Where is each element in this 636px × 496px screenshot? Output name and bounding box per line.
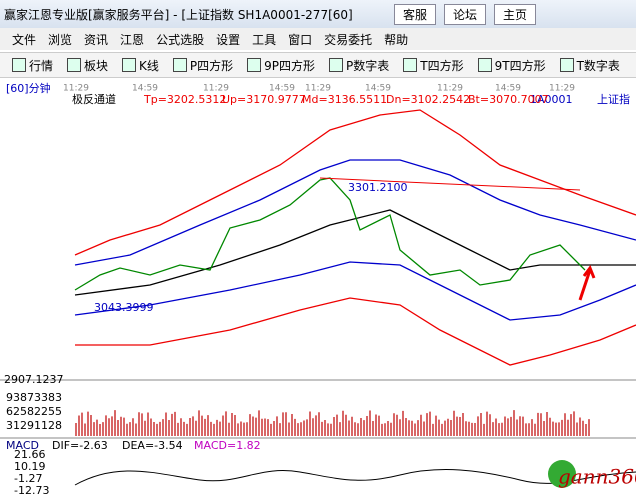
tool-button[interactable]: K线 — [122, 57, 159, 74]
window-button[interactable]: 主页 — [493, 3, 536, 25]
tool-button[interactable]: 行情 — [12, 57, 53, 74]
volume-bars — [75, 410, 590, 436]
volume-label: 93873383 — [6, 391, 62, 404]
menu-item[interactable]: 浏览 — [48, 32, 73, 47]
menu-bar: 文件 浏览 资讯 江恩 公式选股 设置 工具 窗口 交易委托 帮助 — [0, 28, 636, 50]
tool-icon — [403, 57, 418, 72]
menu-item[interactable]: 交易委托 — [324, 32, 373, 47]
tool-label: P四方形 — [189, 58, 234, 73]
time-label: 14:59 — [365, 84, 391, 94]
band-up — [74, 159, 636, 266]
macd-label: -12.73 — [14, 484, 49, 496]
tool-button[interactable]: 板块 — [67, 57, 108, 74]
tool-icon — [247, 57, 262, 72]
high-label: 3301.2100 — [348, 181, 408, 194]
band-dn — [74, 261, 636, 321]
logo: gann360 — [548, 460, 636, 489]
macd-line — [74, 469, 636, 486]
tool-icon — [67, 57, 82, 72]
high-line — [319, 177, 581, 191]
arrow — [578, 264, 596, 301]
time-label: 11:29 — [549, 84, 575, 94]
tool-icon — [12, 57, 26, 72]
param: Bt=3070.7007 — [468, 93, 549, 106]
tool-label: 板块 — [84, 58, 109, 73]
name: 上证指 — [597, 92, 630, 106]
param: Tp=3202.5312 — [143, 93, 226, 106]
time-label: 11:29 — [437, 84, 463, 94]
low-label: 3043.3999 — [94, 301, 154, 314]
tool-label: 9P四方形 — [264, 58, 316, 73]
tool-button[interactable]: P数字表 — [329, 57, 389, 74]
tool-icon — [559, 57, 574, 72]
code: 1A0001 — [530, 93, 573, 106]
time-label: 11:29 — [203, 84, 229, 94]
macd-value: MACD=1.82 — [194, 439, 261, 452]
menu-item[interactable]: 工具 — [252, 32, 277, 47]
tool-button[interactable]: T数字表 — [559, 57, 620, 74]
indicator: 极反通道 — [72, 92, 116, 106]
logo-text: gann360 — [558, 465, 636, 489]
menu-item[interactable]: 江恩 — [120, 32, 145, 47]
window-title: 赢家江恩专业版[赢家服务平台] - [上证指数 SH1A0001-277[60] — [4, 7, 353, 22]
macd-name: MACD — [6, 439, 39, 452]
tool-label: T数字表 — [576, 58, 620, 73]
macd-label: -1.27 — [14, 472, 42, 485]
menu-item[interactable]: 公式选股 — [156, 32, 205, 47]
tool-icon — [329, 57, 344, 72]
time-label: 11:29 — [305, 84, 331, 94]
bands — [74, 109, 636, 366]
tool-label: T四方形 — [420, 58, 464, 73]
tool-icon — [122, 57, 137, 72]
tool-label: 9T四方形 — [494, 58, 546, 73]
macd-label: 10.19 — [14, 460, 46, 473]
period: [60]分钟 — [6, 81, 51, 95]
window-button[interactable]: 论坛 — [443, 3, 486, 25]
macd-dif: DIF=-2.63 — [52, 439, 108, 452]
band-mid — [74, 209, 636, 296]
time-label: 14:59 — [132, 84, 158, 94]
time-label: 14:59 — [269, 84, 295, 94]
menu-item[interactable]: 帮助 — [384, 32, 409, 47]
tool-button[interactable]: 9T四方形 — [477, 57, 546, 74]
tool-icon — [477, 57, 492, 72]
time-label: 14:59 — [495, 84, 521, 94]
time-label: 11:29 — [63, 84, 89, 94]
menu-item[interactable]: 窗口 — [288, 32, 313, 47]
tool-button[interactable]: T四方形 — [403, 57, 464, 74]
band-top — [74, 109, 636, 256]
price — [74, 177, 586, 291]
param: Dn=3102.2542 — [386, 93, 470, 106]
tool-button[interactable]: P四方形 — [172, 57, 234, 74]
macd-label: 21.66 — [14, 448, 46, 461]
tool-button[interactable]: 9P四方形 — [247, 57, 315, 74]
volume-label: 31291128 — [6, 419, 62, 432]
chart: [60]分钟 极反通道 1A0001 上证指 3301.2100 3043.39… — [0, 80, 636, 496]
volume-texture — [75, 410, 590, 436]
param: Up=3170.9777 — [222, 93, 306, 106]
tool-label: 行情 — [29, 58, 54, 73]
volume-label: 62582255 — [6, 405, 62, 418]
title-bar: 赢家江恩专业版[赢家服务平台] - [上证指数 SH1A0001-277[60]… — [0, 0, 636, 28]
param: Md=3136.5511 — [302, 93, 387, 106]
menu-item[interactable]: 资讯 — [84, 32, 109, 47]
window-button[interactable]: 客服 — [393, 3, 436, 25]
menu-item[interactable]: 文件 — [12, 32, 37, 47]
band-bottom — [75, 297, 636, 366]
tool-label: K线 — [139, 58, 159, 73]
logo-globe — [548, 460, 576, 488]
toolbar: 行情 板块 K线 P四方形 9P四方形 P数字表 T四方形 9T四方形 T数字表 — [0, 52, 636, 78]
axis-label: 2907.1237 — [4, 373, 64, 386]
macd-dea: DEA=-3.54 — [122, 439, 183, 452]
tool-label: P数字表 — [346, 58, 390, 73]
tool-icon — [172, 57, 187, 72]
menu-item[interactable]: 设置 — [216, 32, 241, 47]
